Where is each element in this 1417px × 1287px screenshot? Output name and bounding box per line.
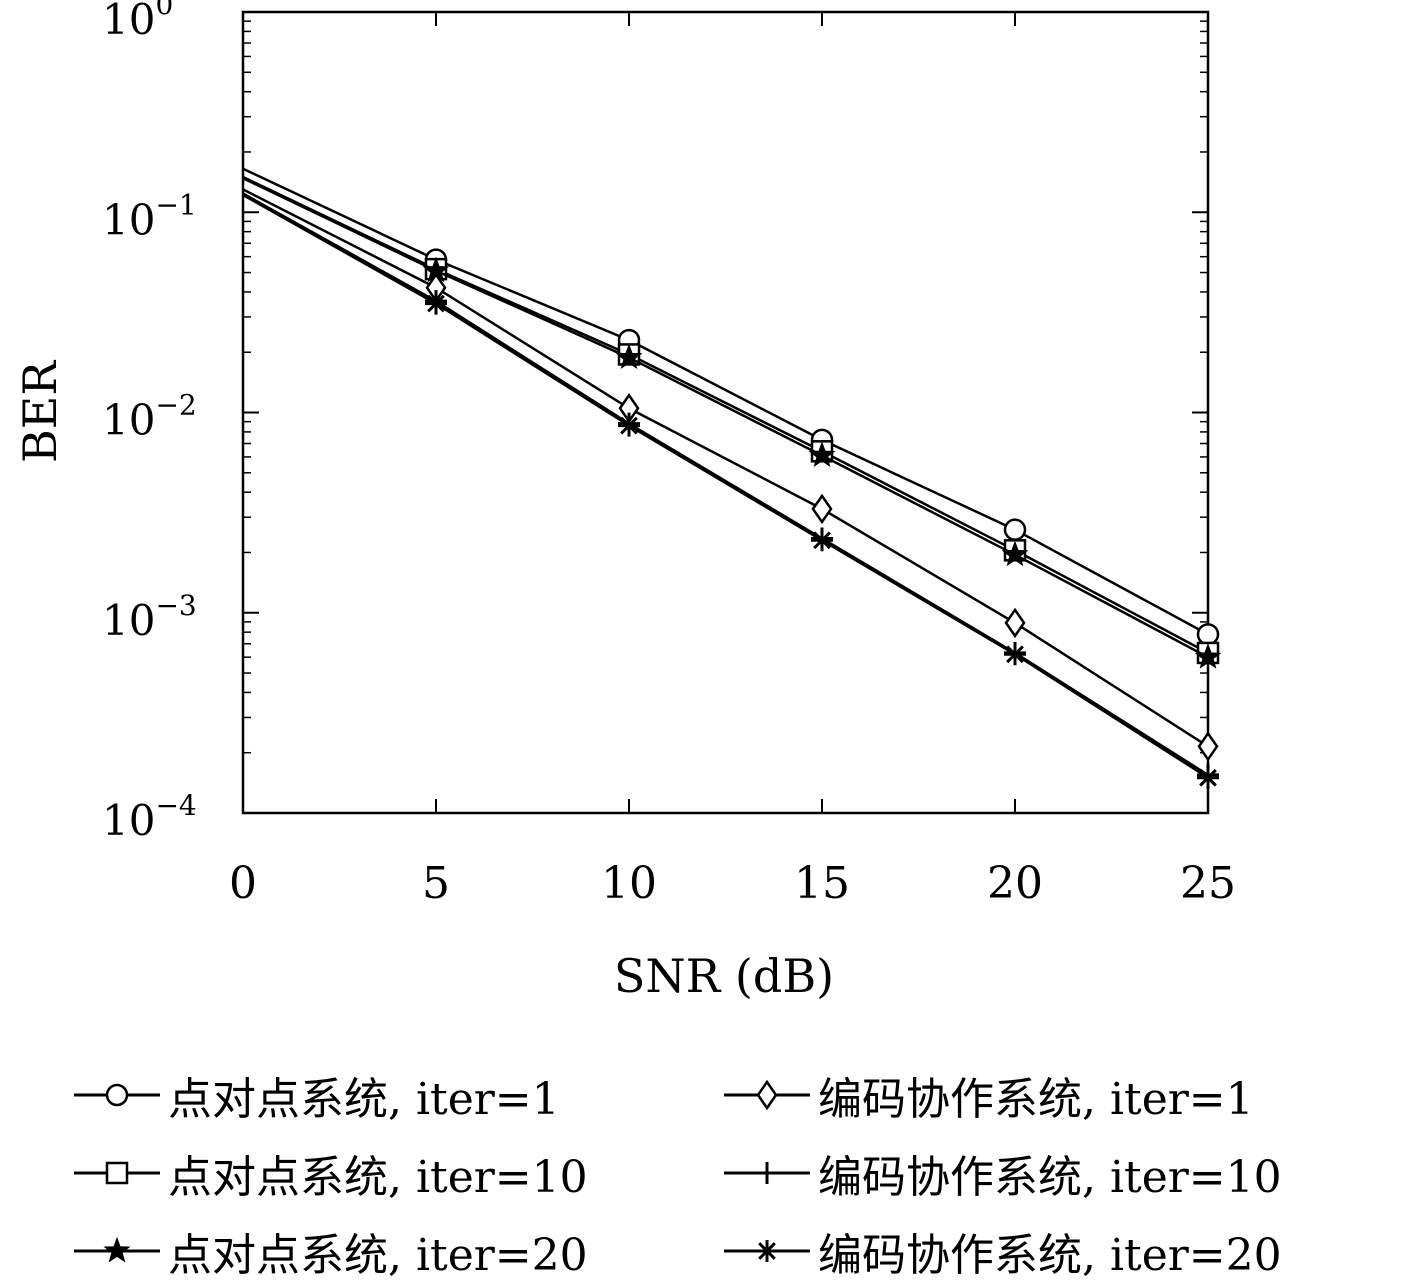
y-tick-label: 10−3 — [102, 589, 197, 645]
series-2 — [242, 175, 1220, 665]
y-tick-label: 10−1 — [102, 188, 197, 244]
series-4 — [242, 188, 1219, 762]
legend-item: 编码协作系统, iter=10 — [722, 1138, 1282, 1208]
legend-label: 点对点系统, iter=10 — [168, 1152, 588, 1203]
legend-label: 点对点系统, iter=1 — [168, 1074, 560, 1125]
legend: 点对点系统, iter=1 点对点系统, iter=10 点对点系统, iter=2… — [0, 1060, 1417, 1281]
asterisk-marker — [618, 414, 640, 437]
legend-swatch — [724, 1079, 810, 1111]
diamond-marker — [756, 1079, 778, 1111]
asterisk-marker — [1004, 643, 1026, 666]
series-line — [242, 192, 1209, 776]
axes: 0 5 10 15 20 25 100 10−1 10−2 10−3 10−4 — [102, 0, 1236, 909]
star-marker — [103, 1236, 131, 1263]
star-marker — [1194, 643, 1222, 669]
legend-label: 点对点系统, iter=20 — [168, 1230, 588, 1281]
legend-label: 编码协作系统, iter=10 — [818, 1152, 1282, 1203]
star-marker — [615, 343, 643, 370]
circle-marker — [1196, 623, 1220, 646]
series-3 — [242, 177, 1222, 669]
legend-item: 编码协作系统, iter=1 — [722, 1060, 1254, 1130]
asterisk-marker — [425, 292, 447, 315]
legend-item: 编码协作系统, iter=20 — [722, 1216, 1282, 1286]
asterisk-marker — [1197, 766, 1219, 789]
legend-item: 点对点系统, iter=1 — [72, 1060, 560, 1130]
y-tick-label: 10−4 — [102, 789, 197, 845]
legend-label: 编码协作系统, iter=1 — [818, 1074, 1254, 1125]
square-marker — [105, 1161, 129, 1185]
series-line — [242, 177, 1209, 659]
legend-swatch — [724, 1162, 810, 1184]
legend-swatch — [74, 1161, 160, 1185]
y-tick-label: 100 — [102, 0, 173, 44]
x-tick-label: 5 — [422, 858, 450, 909]
star-marker — [808, 441, 836, 467]
star-marker — [1001, 540, 1029, 567]
y-tick-label: 10−2 — [102, 389, 197, 445]
diamond-marker — [1197, 731, 1219, 762]
circle-marker — [1003, 518, 1027, 541]
legend-label: 编码协作系统, iter=20 — [818, 1230, 1282, 1281]
asterisk-marker — [811, 529, 833, 552]
circle-marker — [105, 1083, 129, 1107]
series-line — [242, 175, 1209, 655]
series-layer — [242, 167, 1222, 789]
plot-frame — [241, 10, 1210, 815]
diamond-marker — [1004, 607, 1026, 639]
x-tick-label: 15 — [794, 858, 850, 909]
legend-item: 点对点系统, iter=20 — [72, 1216, 588, 1286]
x-tick-label: 20 — [987, 858, 1043, 909]
legend-swatch — [724, 1240, 810, 1262]
diamond-marker — [811, 493, 833, 525]
x-axis-label: SNR (dB) — [614, 949, 834, 1003]
legend-swatch — [74, 1083, 160, 1107]
x-tick-label: 0 — [229, 858, 257, 909]
x-tick-label: 25 — [1180, 858, 1236, 909]
plus-marker — [756, 1162, 778, 1184]
series-line — [242, 188, 1209, 748]
series-6 — [242, 193, 1219, 789]
series-5 — [242, 192, 1219, 786]
x-tick-label: 10 — [601, 858, 657, 909]
legend-item: 点对点系统, iter=10 — [72, 1138, 588, 1208]
legend-swatch — [74, 1236, 160, 1263]
series-line — [242, 193, 1209, 779]
y-axis-label: BER — [13, 360, 67, 463]
asterisk-marker — [756, 1240, 778, 1262]
series-line — [242, 167, 1209, 636]
